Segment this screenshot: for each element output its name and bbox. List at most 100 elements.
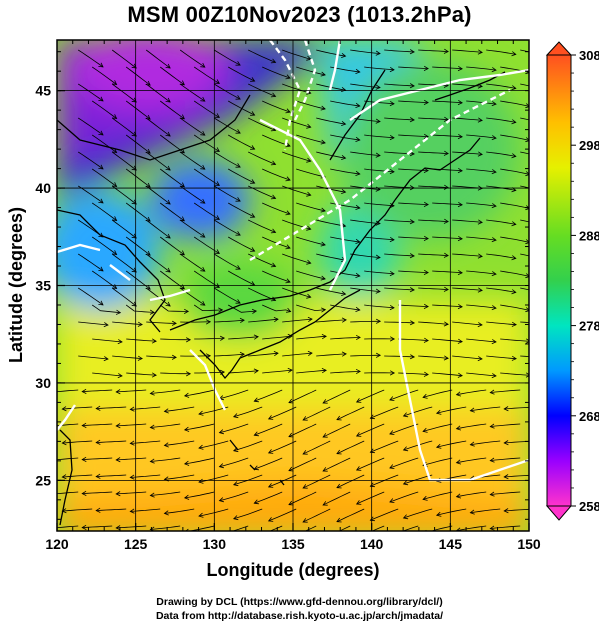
streamline [520, 321, 529, 324]
streamline [227, 134, 255, 150]
streamline [336, 406, 365, 421]
streamline-arrow [423, 167, 429, 173]
streamline [126, 372, 157, 376]
streamline [57, 389, 79, 393]
streamline-arrow [235, 265, 241, 270]
x-tick-label: 150 [517, 536, 541, 552]
streamline [302, 474, 331, 489]
streamline-arrow [307, 316, 313, 323]
streamline-arrow [423, 99, 429, 105]
streamline-arrow [320, 241, 326, 247]
streamline-arrow [111, 216, 118, 221]
x-tick-label: 140 [360, 536, 384, 552]
streamline-arrow [389, 66, 395, 73]
streamline [456, 457, 487, 464]
streamline-arrow [131, 165, 137, 171]
streamline-arrow [81, 456, 87, 462]
streamline [330, 270, 360, 277]
streamline-arrow [355, 102, 361, 108]
streamline-arrow [250, 247, 256, 252]
streamline-arrow [422, 393, 428, 399]
streamline [486, 321, 517, 326]
streamline [432, 100, 463, 104]
streamline [296, 202, 326, 212]
streamline-arrow [355, 170, 361, 176]
streamline-arrow [525, 171, 529, 177]
streamline-arrow [511, 119, 517, 125]
x-axis-label: Longitude (degrees) [206, 560, 379, 580]
streamline-arrow [81, 422, 87, 428]
streamline [364, 134, 395, 139]
streamline-arrow [402, 446, 409, 452]
streamline [384, 219, 415, 223]
streamline [330, 371, 361, 374]
streamline-arrow [171, 320, 177, 326]
streamline [490, 457, 521, 461]
streamline [288, 491, 317, 506]
streamline-arrow [511, 85, 517, 91]
streamline-arrow [435, 443, 442, 449]
streamline [384, 287, 415, 291]
streamline-arrow [163, 408, 169, 414]
streamline [227, 236, 255, 252]
streamline [159, 236, 185, 256]
streamline-arrow [477, 49, 483, 55]
streamline-arrow [186, 371, 192, 377]
streamline [248, 318, 279, 323]
streamline-arrow [302, 416, 308, 421]
streamline [490, 389, 521, 393]
streamline [296, 270, 326, 280]
streamline [78, 321, 109, 326]
streamline-arrow [341, 154, 347, 160]
streamline [82, 491, 113, 494]
streamline [125, 270, 151, 290]
streamline [248, 151, 276, 165]
streamline [125, 202, 151, 222]
streamline [466, 304, 497, 309]
streamline [422, 389, 453, 398]
streamline [150, 491, 181, 496]
streamline [350, 219, 381, 224]
streamline [254, 389, 283, 402]
streamline-arrow [250, 145, 256, 150]
streamline [57, 423, 79, 427]
streamline-arrow [355, 68, 361, 74]
streamline-arrow [149, 492, 155, 498]
streamline [219, 491, 249, 502]
streamline-arrow [235, 129, 241, 134]
streamline [111, 117, 137, 137]
streamline [452, 49, 483, 53]
streamline-arrow [491, 373, 497, 379]
streamline [111, 151, 137, 171]
streamline [227, 66, 255, 82]
streamline [62, 474, 93, 478]
streamline [214, 319, 245, 323]
colorbar: 258 268 278 288 298 308 [545, 41, 599, 521]
streamline [398, 66, 429, 69]
streamline [384, 117, 415, 121]
streamline-arrow [469, 509, 475, 515]
streamline [159, 100, 185, 120]
streamline-arrow [389, 464, 395, 469]
y-axis-label: Latitude (degrees) [6, 207, 26, 363]
streamline [296, 369, 327, 374]
streamline-arrow [129, 474, 135, 480]
streamline-arrow [218, 463, 224, 469]
streamline-arrow [369, 482, 375, 488]
streamline [213, 287, 241, 304]
streamline [116, 457, 147, 461]
streamline [466, 202, 497, 207]
streamline-arrow [98, 164, 104, 170]
colorbar-tick-label: 268 [579, 409, 599, 424]
streamline-arrow [423, 65, 429, 71]
streamline [227, 202, 255, 218]
streamline-arrow [341, 120, 347, 126]
streamline-arrow [355, 500, 362, 505]
streamline [296, 100, 326, 110]
streamline-arrow [336, 415, 342, 421]
streamline-arrow [219, 335, 226, 341]
streamline [91, 100, 117, 119]
streamline-arrow [355, 306, 361, 312]
streamline-arrow [131, 63, 137, 69]
streamline-arrow [457, 235, 463, 242]
